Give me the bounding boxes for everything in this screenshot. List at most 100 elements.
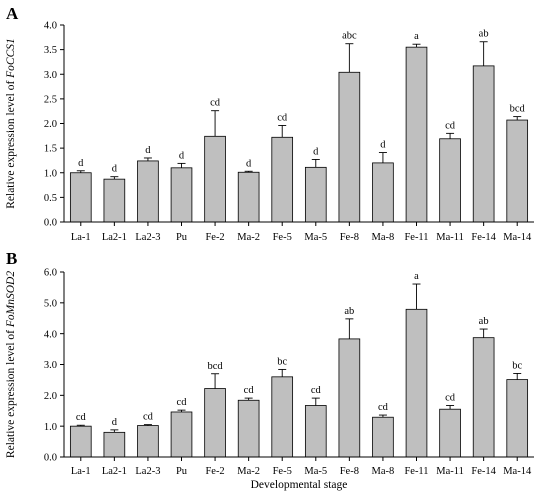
- panel-label: A: [6, 4, 19, 23]
- bar-ma-5: [304, 405, 327, 458]
- bar-la-1: [69, 425, 92, 458]
- bar-fe-5: [271, 376, 294, 458]
- significance-label: cd: [244, 385, 255, 396]
- significance-label: cd: [311, 385, 322, 396]
- x-tick-label: Ma-14: [503, 232, 532, 243]
- y-tick-label: 3.0: [44, 360, 57, 371]
- x-tick-label: Ma-5: [304, 232, 327, 243]
- bar-fe-11: [405, 46, 428, 223]
- bar-fe-2: [204, 135, 226, 223]
- y-tick-label: 1.0: [44, 422, 57, 433]
- significance-label: cd: [378, 402, 389, 413]
- bar-ma-8: [372, 162, 394, 223]
- x-tick-label: Fe-14: [471, 466, 496, 477]
- significance-label: cd: [210, 98, 221, 109]
- x-tick-label: La-1: [71, 466, 91, 477]
- bar-fe-8: [338, 71, 361, 223]
- significance-label: ab: [344, 306, 354, 317]
- significance-label: d: [112, 417, 118, 428]
- significance-label: cd: [445, 120, 456, 131]
- x-tick-label: Ma-2: [237, 232, 260, 243]
- x-tick-label: Fe-8: [340, 232, 359, 243]
- y-tick-label: 6.0: [44, 268, 57, 279]
- significance-label: d: [145, 145, 151, 156]
- significance-label: d: [179, 150, 185, 161]
- panel-a-chart: A Relative expression level of FoCCS1 d La-…: [5, 4, 534, 243]
- y-axis-title-prefix: Relative expression level of: [5, 327, 17, 458]
- panel-label: B: [6, 249, 17, 268]
- x-tick-label: Fe-5: [273, 466, 292, 477]
- y-tick-label: 1.0: [44, 168, 57, 179]
- significance-label: d: [380, 140, 386, 151]
- bar-la2-3: [137, 425, 159, 458]
- x-tick-label: Ma-2: [237, 466, 260, 477]
- bar-fe-11: [405, 308, 428, 458]
- bar-ma-11: [439, 138, 461, 223]
- bar-ma-2: [237, 399, 260, 458]
- significance-label: d: [78, 158, 84, 169]
- y-tick-label: 5.0: [44, 298, 57, 309]
- x-tick-label: La2-1: [102, 466, 127, 477]
- y-axis-title: Relative expression level of FoMnSOD2: [5, 271, 17, 458]
- y-axis-title-prefix: Relative expression level of: [5, 78, 17, 209]
- bar-ma-2: [237, 171, 260, 223]
- y-axis-title-gene: FoCCS1: [5, 38, 17, 79]
- bar-la2-1: [103, 431, 126, 458]
- significance-label: cd: [143, 412, 154, 423]
- panel-b-chart: B Relative expression level of FoMnSOD2 cd…: [5, 249, 534, 491]
- significance-label: bcd: [510, 104, 526, 115]
- x-tick-label: La-1: [71, 232, 91, 243]
- y-tick-label: 4.0: [44, 21, 57, 32]
- x-tick-label: La2-3: [135, 466, 160, 477]
- significance-label: d: [246, 158, 252, 169]
- y-tick-label: 0.0: [44, 453, 57, 464]
- y-tick-label: 2.5: [44, 94, 57, 105]
- bar-ma-14: [506, 379, 529, 458]
- x-axis-title: Developmental stage: [251, 479, 348, 491]
- bar-ma-14: [506, 119, 529, 223]
- x-tick-label: La2-1: [102, 232, 127, 243]
- significance-label: a: [414, 271, 419, 282]
- y-tick-label: 0.5: [44, 193, 57, 204]
- y-tick-label: 3.5: [44, 45, 57, 56]
- bar-fe-5: [271, 136, 294, 223]
- x-tick-label: Ma-8: [372, 466, 395, 477]
- bar-pu: [170, 167, 193, 223]
- significance-label: ab: [479, 29, 489, 40]
- bar-pu: [170, 411, 193, 458]
- bar-fe-14: [472, 65, 495, 223]
- bar-fe-14: [472, 337, 495, 458]
- significance-label: d: [112, 164, 118, 175]
- bar-la2-1: [103, 178, 126, 223]
- x-tick-label: Fe-2: [205, 466, 224, 477]
- x-tick-label: Fe-8: [340, 466, 359, 477]
- bar-ma-5: [304, 166, 327, 223]
- y-tick-label: 2.0: [44, 391, 57, 402]
- significance-label: bcd: [207, 361, 223, 372]
- y-axis-title-gene: FoMnSOD2: [5, 271, 17, 328]
- significance-label: bc: [512, 360, 522, 371]
- y-tick-label: 2.0: [44, 119, 57, 130]
- significance-label: a: [414, 31, 419, 42]
- x-tick-label: Fe-2: [205, 232, 224, 243]
- y-axis-title: Relative expression level of FoCCS1: [5, 38, 17, 209]
- x-tick-label: Ma-5: [304, 466, 327, 477]
- x-tick-label: Ma-8: [372, 232, 395, 243]
- bar-la-1: [69, 172, 92, 223]
- significance-label: ab: [479, 316, 489, 327]
- significance-label: cd: [277, 112, 288, 123]
- significance-label: abc: [342, 31, 357, 42]
- x-tick-label: Fe-5: [273, 232, 292, 243]
- x-tick-label: Pu: [176, 466, 188, 477]
- significance-label: bc: [277, 356, 287, 367]
- y-tick-label: 1.5: [44, 144, 57, 155]
- bar-fe-8: [338, 338, 361, 458]
- x-tick-label: Pu: [176, 232, 188, 243]
- x-tick-label: Fe-11: [404, 232, 428, 243]
- y-tick-label: 3.0: [44, 70, 57, 81]
- significance-label: d: [313, 146, 319, 157]
- bar-ma-8: [372, 416, 394, 458]
- significance-label: cd: [76, 412, 87, 423]
- x-tick-label: Ma-14: [503, 466, 532, 477]
